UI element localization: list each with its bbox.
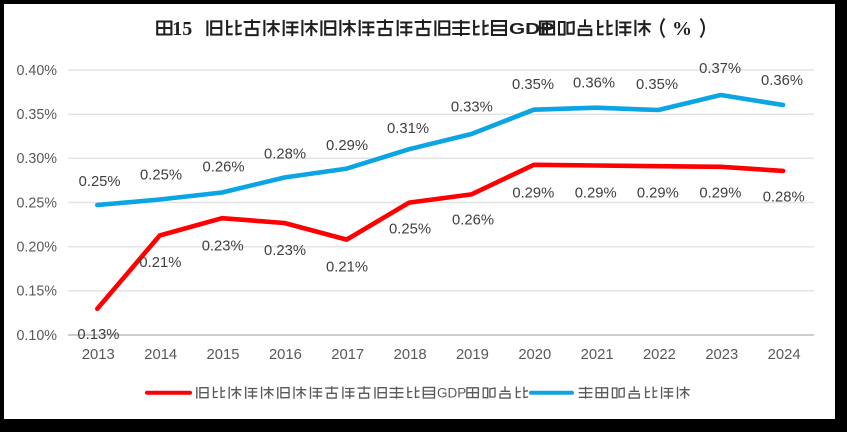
svg-text:%: % <box>672 18 692 40</box>
svg-text:0.29%: 0.29% <box>699 185 741 201</box>
svg-text:2018: 2018 <box>394 347 427 363</box>
svg-text:GDP: GDP <box>437 385 466 400</box>
svg-text:0.36%: 0.36% <box>761 73 803 89</box>
svg-text:0.25%: 0.25% <box>140 167 182 183</box>
svg-text:0.20%: 0.20% <box>16 240 57 256</box>
svg-text:0.37%: 0.37% <box>699 61 741 77</box>
svg-text:2016: 2016 <box>269 347 302 363</box>
svg-text:0.29%: 0.29% <box>575 185 617 201</box>
svg-text:0.26%: 0.26% <box>452 213 494 229</box>
svg-text:0.25%: 0.25% <box>389 222 431 238</box>
svg-text:0.40%: 0.40% <box>16 63 57 79</box>
svg-text:2015: 2015 <box>207 347 240 363</box>
svg-text:2022: 2022 <box>643 347 676 363</box>
svg-text:0.28%: 0.28% <box>763 189 805 205</box>
svg-text:0.33%: 0.33% <box>451 100 493 116</box>
svg-text:2019: 2019 <box>456 347 489 363</box>
svg-text:2013: 2013 <box>82 347 115 363</box>
svg-text:0.35%: 0.35% <box>636 77 678 93</box>
svg-text:0.29%: 0.29% <box>512 185 554 201</box>
svg-text:2014: 2014 <box>144 347 177 363</box>
svg-text:0.23%: 0.23% <box>202 238 244 254</box>
svg-text:0.15%: 0.15% <box>16 284 57 300</box>
svg-text:0.29%: 0.29% <box>326 138 368 154</box>
svg-text:0.31%: 0.31% <box>387 121 429 137</box>
svg-text:0.13%: 0.13% <box>77 327 119 343</box>
svg-text:0.26%: 0.26% <box>203 160 245 176</box>
svg-text:0.10%: 0.10% <box>16 328 57 344</box>
svg-text:0.35%: 0.35% <box>16 107 57 123</box>
svg-text:0.25%: 0.25% <box>16 195 57 211</box>
svg-text:0.28%: 0.28% <box>264 146 306 162</box>
svg-text:0.36%: 0.36% <box>573 76 615 92</box>
svg-text:2017: 2017 <box>331 347 364 363</box>
svg-text:0.23%: 0.23% <box>264 243 306 259</box>
svg-text:0.21%: 0.21% <box>139 255 181 271</box>
svg-text:0.29%: 0.29% <box>637 185 679 201</box>
svg-text:2024: 2024 <box>768 347 801 363</box>
svg-text:0.25%: 0.25% <box>79 174 121 190</box>
svg-text:0.30%: 0.30% <box>16 151 57 167</box>
svg-text:15: 15 <box>172 18 192 40</box>
svg-text:2023: 2023 <box>705 347 738 363</box>
svg-text:2020: 2020 <box>518 347 551 363</box>
svg-text:2021: 2021 <box>581 347 614 363</box>
svg-text:0.35%: 0.35% <box>512 77 554 93</box>
svg-text:0.21%: 0.21% <box>326 260 368 276</box>
